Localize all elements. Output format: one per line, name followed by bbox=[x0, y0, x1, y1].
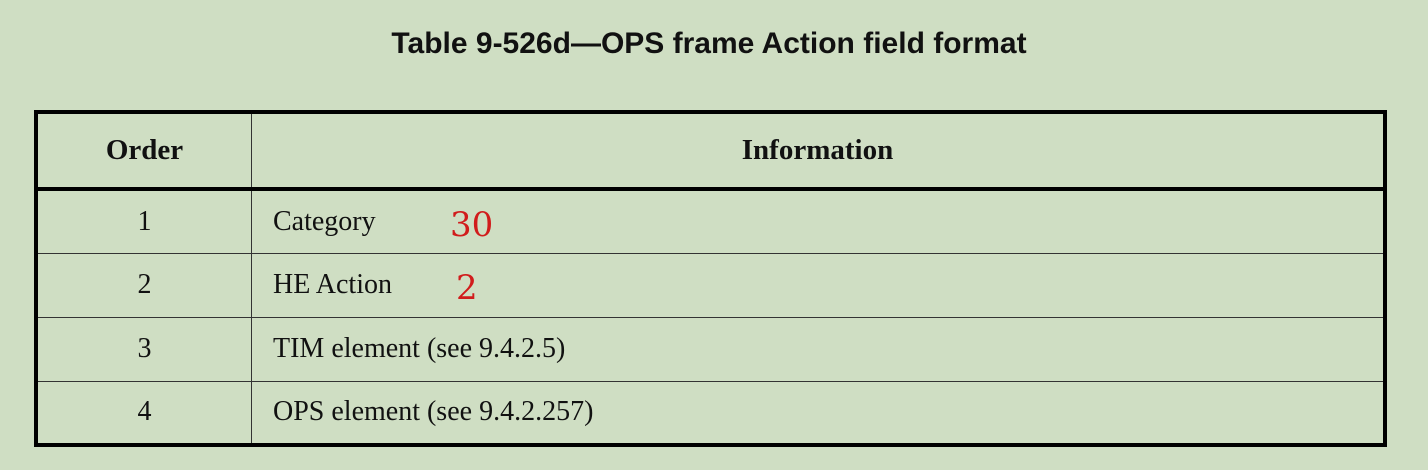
information-cell: TIM element (see 9.4.2.5) bbox=[251, 316, 1386, 382]
table-row: 4 OPS element (see 9.4.2.257) bbox=[35, 380, 1386, 446]
order-cell: 1 bbox=[35, 188, 252, 254]
handwritten-annotation: 30 bbox=[450, 204, 494, 245]
order-cell: 4 bbox=[35, 380, 252, 446]
table-row: 2 HE Action 2 bbox=[35, 252, 1386, 318]
information-text: Category bbox=[273, 205, 376, 237]
order-cell: 3 bbox=[35, 316, 252, 382]
order-cell: 2 bbox=[35, 252, 252, 318]
information-cell: HE Action 2 bbox=[251, 252, 1386, 318]
header-information: Information bbox=[251, 111, 1386, 191]
action-field-format-table: Order Information 1 Category 30 2 HE Act… bbox=[34, 110, 1387, 447]
table-header-row: Order Information bbox=[35, 111, 1386, 191]
header-order: Order bbox=[35, 111, 252, 191]
information-cell: Category 30 bbox=[251, 188, 1386, 254]
table-row: 3 TIM element (see 9.4.2.5) bbox=[35, 316, 1386, 382]
information-text: HE Action bbox=[273, 269, 392, 300]
handwritten-annotation: 2 bbox=[456, 268, 478, 309]
information-cell: OPS element (see 9.4.2.257) bbox=[251, 380, 1386, 446]
information-text: OPS element (see 9.4.2.257) bbox=[273, 396, 594, 428]
table-row: 1 Category 30 bbox=[35, 188, 1386, 254]
information-text: TIM element (see 9.4.2.5) bbox=[273, 333, 566, 364]
table-caption: Table 9-526d—OPS frame Action field form… bbox=[391, 27, 1027, 60]
